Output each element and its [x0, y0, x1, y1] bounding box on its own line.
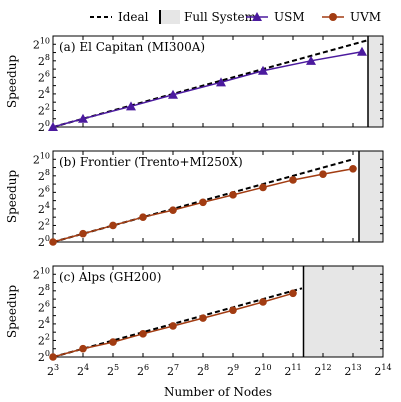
y-tick-label: 28 [38, 283, 50, 298]
plot-frame [52, 150, 384, 243]
y-tick-label: 26 [38, 69, 50, 84]
full-system-region [368, 36, 383, 127]
data-point-usm [357, 46, 367, 56]
x-tick-label: 24 [77, 363, 89, 378]
x-axis-label: Number of Nodes [164, 385, 272, 399]
data-point-uvm [139, 330, 147, 338]
x-tick-label: 211 [284, 363, 301, 378]
full-system-region [303, 266, 383, 357]
data-point-uvm [259, 298, 267, 306]
ideal-line [52, 39, 369, 128]
y-axis-label: Speedup [5, 55, 19, 109]
data-point-uvm [289, 176, 297, 184]
data-point-uvm [79, 344, 87, 353]
legend-full-system-label: Full System [184, 10, 257, 24]
y-tick-label: 210 [33, 266, 50, 281]
data-point-uvm [79, 229, 87, 238]
data-point-uvm [199, 314, 207, 322]
y-tick-label: 20 [38, 119, 50, 134]
y-tick-label: 24 [38, 201, 50, 216]
plot-frame [52, 265, 384, 358]
x-tick-label: 27 [167, 363, 179, 378]
y-tick-label: 26 [38, 299, 50, 314]
y-tick-label: 26 [38, 184, 50, 199]
series-line-usm [52, 50, 363, 128]
y-tick-label: 24 [38, 86, 50, 101]
y-tick-label: 22 [38, 217, 50, 232]
data-point-usm [168, 89, 178, 99]
plot-frame [52, 35, 384, 128]
data-point-uvm [49, 238, 57, 246]
y-tick-label: 22 [38, 332, 50, 347]
data-point-usm [258, 65, 268, 75]
data-point-usm [216, 77, 226, 87]
y-axis-label: Speedup [5, 285, 19, 339]
x-tick-label: 25 [107, 363, 119, 378]
x-tick-labels: 23 24 25 26 27 28 29 210 211 212 213 214 [47, 363, 392, 378]
y-tick-label: 24 [38, 316, 50, 331]
x-tick-label: 23 [47, 363, 59, 378]
panel-title: (c) Alps (GH200) [59, 270, 161, 284]
data-point-uvm [289, 289, 297, 298]
legend-uvm-marker [329, 13, 337, 21]
data-point-uvm [49, 353, 57, 361]
x-tick-label: 214 [374, 363, 391, 378]
legend-uvm-label: UVM [350, 10, 381, 24]
x-tick-label: 213 [344, 363, 361, 378]
data-point-uvm [259, 183, 267, 192]
y-tick-label: 210 [33, 36, 50, 51]
data-point-usm [306, 55, 316, 65]
data-point-uvm [199, 198, 207, 207]
data-point-uvm [229, 306, 237, 315]
y-tick-label: 210 [33, 151, 50, 166]
data-point-usm [126, 101, 136, 111]
data-point-uvm [109, 221, 117, 230]
data-point-uvm [319, 170, 327, 178]
y-axis-label: Speedup [5, 170, 19, 224]
y-tick-label: 22 [38, 102, 50, 117]
y-tick-label: 20 [38, 234, 50, 249]
y-tick-label: 20 [38, 349, 50, 364]
x-tick-label: 28 [197, 363, 209, 378]
panel-title: (b) Frontier (Trento+MI250X) [59, 155, 243, 169]
x-axis: 23 24 25 26 27 28 29 210 211 212 213 214 Number of … [47, 363, 392, 399]
x-tick-label: 29 [227, 363, 239, 378]
legend-full-system-swatch [160, 10, 180, 24]
y-tick-label: 28 [38, 53, 50, 68]
data-point-uvm [169, 322, 177, 330]
x-tick-label: 26 [137, 363, 149, 378]
x-tick-label: 212 [314, 363, 331, 378]
data-point-uvm [349, 164, 357, 173]
legend-usm-marker [252, 12, 262, 21]
data-point-uvm [229, 191, 237, 199]
data-point-uvm [139, 213, 147, 221]
data-point-uvm [169, 206, 177, 214]
data-point-usm [78, 113, 88, 123]
legend-usm-label: USM [274, 10, 305, 24]
legend: Ideal Full System USM UVM [90, 10, 381, 24]
x-tick-label: 210 [254, 363, 271, 378]
full-system-region [359, 151, 383, 242]
y-tick-label: 28 [38, 168, 50, 183]
data-point-uvm [109, 338, 117, 346]
panel-title: (a) El Capitan (MI300A) [59, 40, 205, 54]
legend-ideal-label: Ideal [118, 10, 149, 24]
data-point-usm [48, 122, 58, 131]
